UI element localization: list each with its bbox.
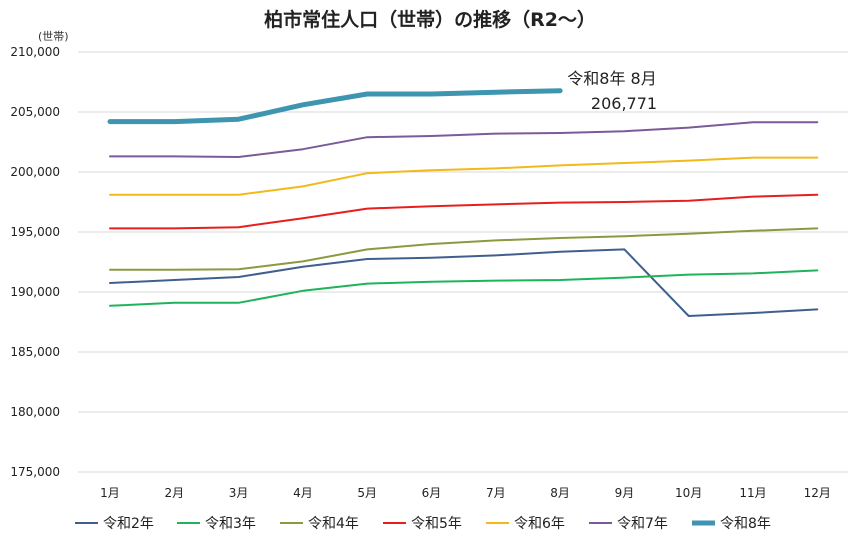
x-tick-label: 7月 [486,486,506,500]
x-tick-label: 8月 [550,486,570,500]
series-line-3 [109,227,819,271]
gridlines [78,51,848,473]
annotation-label: 令和8年 8月 [567,69,656,88]
series-line-2 [109,269,819,307]
legend-label: 令和3年 [205,516,256,532]
legend-label: 令和2年 [103,516,154,532]
legend: 令和2年 令和3年 令和4年 令和5年 令和6年 令和7年 令和8年 [75,516,771,532]
legend-label: 令和5年 [411,516,462,532]
x-tick-label: 3月 [229,486,249,500]
y-tick-label: 210,000 [10,45,60,59]
legend-label: 令和8年 [720,516,771,532]
x-tick-label: 10月 [675,486,702,500]
series-lines [107,88,819,317]
x-tick-label: 9月 [615,486,635,500]
x-tick-label: 6月 [422,486,442,500]
series-line-1 [109,248,819,317]
x-tick-label: 4月 [293,486,313,500]
legend-label: 令和7年 [617,516,668,532]
x-tick-label: 2月 [164,486,184,500]
chart-title: 柏市常住人口（世帯）の推移（R2～） [264,8,596,31]
y-axis-unit-label: (世帯) [38,30,69,43]
y-tick-label: 185,000 [10,345,60,359]
x-tick-label: 5月 [357,486,377,500]
legend-label: 令和6年 [514,516,565,532]
series-line-4 [109,193,819,230]
y-tick-label: 175,000 [10,465,60,479]
y-tick-label: 205,000 [10,105,60,119]
x-axis-ticks: 1月 2月 3月 4月 5月 6月 7月 8月 9月 10月 11月 12月 [100,486,831,500]
y-tick-label: 200,000 [10,165,60,179]
y-axis-ticks: 175,000 180,000 185,000 190,000 195,000 200,0… [10,45,60,479]
series-line-7 [107,88,563,125]
y-tick-label: 180,000 [10,405,60,419]
y-tick-label: 190,000 [10,285,60,299]
x-tick-label: 1月 [100,486,120,500]
x-tick-label: 11月 [739,486,766,500]
series-line-6 [109,121,819,158]
y-tick-label: 195,000 [10,225,60,239]
legend-label: 令和4年 [308,516,359,532]
x-tick-label: 12月 [804,486,831,500]
annotation-value: 206,771 [591,94,657,113]
series-line-5 [109,156,819,196]
